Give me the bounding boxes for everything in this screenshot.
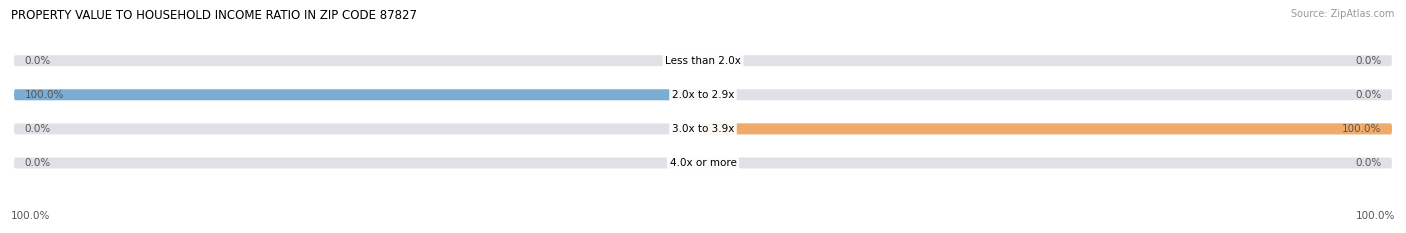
FancyBboxPatch shape: [14, 55, 1392, 66]
Text: 2.0x to 2.9x: 2.0x to 2.9x: [672, 90, 734, 100]
Text: PROPERTY VALUE TO HOUSEHOLD INCOME RATIO IN ZIP CODE 87827: PROPERTY VALUE TO HOUSEHOLD INCOME RATIO…: [11, 9, 418, 22]
Text: 3.0x to 3.9x: 3.0x to 3.9x: [672, 124, 734, 134]
Text: 0.0%: 0.0%: [24, 56, 51, 66]
Text: Source: ZipAtlas.com: Source: ZipAtlas.com: [1291, 9, 1395, 19]
FancyBboxPatch shape: [14, 89, 1392, 100]
Text: Less than 2.0x: Less than 2.0x: [665, 56, 741, 66]
Text: 100.0%: 100.0%: [11, 211, 51, 221]
Text: 0.0%: 0.0%: [24, 158, 51, 168]
FancyBboxPatch shape: [14, 89, 703, 100]
Text: 0.0%: 0.0%: [1355, 158, 1382, 168]
Text: 0.0%: 0.0%: [1355, 90, 1382, 100]
Text: 4.0x or more: 4.0x or more: [669, 158, 737, 168]
Text: 0.0%: 0.0%: [1355, 56, 1382, 66]
Text: 100.0%: 100.0%: [24, 90, 63, 100]
FancyBboxPatch shape: [14, 158, 1392, 168]
Text: 100.0%: 100.0%: [1355, 211, 1395, 221]
FancyBboxPatch shape: [14, 123, 1392, 134]
Text: 100.0%: 100.0%: [1343, 124, 1382, 134]
Text: 0.0%: 0.0%: [24, 124, 51, 134]
FancyBboxPatch shape: [703, 123, 1392, 134]
